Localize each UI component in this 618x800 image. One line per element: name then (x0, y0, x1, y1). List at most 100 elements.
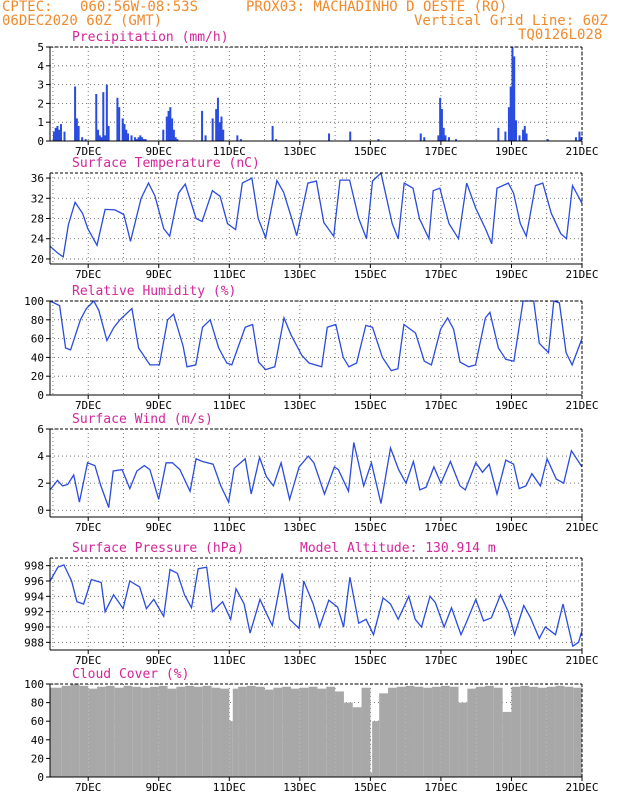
cloud-bar (529, 686, 538, 777)
y-tick-label: 0 (37, 135, 44, 148)
precip-bar (134, 137, 137, 141)
cloud-bar (449, 686, 459, 777)
precip-bar (95, 94, 98, 141)
x-tick-label: 17DEC (424, 145, 457, 158)
precip-bar (75, 118, 78, 141)
precip-bar (236, 135, 239, 141)
x-tick-label: 11DEC (213, 654, 246, 667)
x-tick-label: 9DEC (145, 781, 172, 794)
x-tick-label: 7DEC (75, 781, 102, 794)
chart-panel-2: Surface Temperature (nC) 20 24 28 32 36 7DEC 9D… (31, 156, 599, 281)
chart-title: Surface Wind (m/s) (72, 412, 213, 427)
y-tick-label: 20 (31, 370, 44, 383)
precip-bar (121, 118, 124, 141)
series-line (49, 171, 583, 259)
x-tick-label: 7DEC (75, 654, 102, 667)
precip-bar (139, 135, 142, 141)
cloud-bar (114, 687, 124, 777)
cloud-bar (423, 687, 433, 777)
cloud-bar (70, 684, 80, 777)
y-tick-label: 3 (37, 79, 44, 92)
cloud-bar (520, 685, 530, 777)
precip-bar (174, 137, 177, 141)
cloud-bar (573, 687, 582, 777)
precip-bar (580, 137, 583, 141)
cloud-bar (194, 686, 203, 777)
y-tick-label: 5 (37, 41, 44, 54)
x-tick-label: 13DEC (283, 654, 316, 667)
precip-bar (172, 129, 175, 141)
cloud-bar (141, 687, 150, 777)
x-tick-label: 17DEC (424, 521, 457, 534)
precip-bar (546, 139, 549, 141)
precip-bar (52, 131, 55, 141)
precip-bar (126, 133, 129, 141)
y-tick-label: 40 (31, 734, 44, 747)
y-tick-label: 80 (31, 697, 44, 710)
precip-bar (574, 137, 577, 141)
precip-bar (511, 47, 514, 141)
precip-bar (275, 139, 278, 141)
precip-bar (215, 109, 218, 141)
x-tick-label: 7DEC (75, 399, 102, 412)
precip-bar (59, 124, 62, 141)
cloud-bar (396, 686, 406, 777)
precip-bar (176, 139, 179, 141)
cloud-bar (372, 721, 380, 777)
y-tick-label: 28 (31, 213, 44, 226)
precip-bar (522, 129, 525, 141)
chart-title: Surface Pressure (hPa) (72, 541, 244, 556)
precip-bar (63, 131, 66, 141)
precip-bar (125, 129, 128, 141)
precip-bar (423, 137, 426, 141)
chart-title: Cloud Cover (%) (72, 667, 189, 682)
precip-bar (104, 135, 107, 141)
cloud-bar (79, 685, 89, 777)
y-tick-label: 100 (24, 678, 44, 691)
header-source: CPTEC: (2, 0, 53, 15)
chart-panel-4: Surface Wind (m/s) 0 2 4 6 7DEC 9DEC 11DEC 13DEC… (37, 412, 598, 534)
x-tick-label: 11DEC (213, 781, 246, 794)
cloud-bar (493, 687, 503, 777)
cloud-bar (255, 686, 265, 777)
series-line (49, 564, 583, 648)
y-tick-label: 990 (24, 621, 44, 634)
precip-bar (578, 131, 581, 141)
precip-bar (504, 131, 507, 141)
cloud-bar (308, 686, 318, 777)
precip-bar (328, 133, 331, 141)
precip-bar (167, 110, 170, 141)
precip-bar (271, 125, 274, 141)
y-tick-label: 0 (37, 771, 44, 784)
x-tick-label: 13DEC (283, 145, 316, 158)
precip-bar (514, 120, 517, 141)
chart-panel-1: Precipitation (mm/h) 0 1 2 3 4 5 7DEC 9DEC 11DEC 1… (37, 30, 598, 158)
x-tick-label: 19DEC (495, 399, 528, 412)
precip-bar (100, 137, 103, 141)
precip-bar (204, 135, 207, 141)
chart-panel-6: Cloud Cover (%) 0 20 40 60 80 100 7DEC 9DEC 11DEC… (24, 667, 598, 794)
precip-bar (118, 107, 121, 141)
precip-bar (349, 131, 352, 141)
x-tick-label: 19DEC (495, 654, 528, 667)
cloud-bar (132, 686, 142, 777)
y-tick-label: 40 (31, 351, 44, 364)
precip-bar (513, 56, 516, 141)
cloud-bar (232, 688, 239, 777)
chart-title: Relative Humidity (%) (72, 284, 236, 299)
cloud-bar (555, 685, 565, 777)
x-tick-label: 13DEC (283, 521, 316, 534)
x-tick-label: 17DEC (424, 781, 457, 794)
y-tick-label: 60 (31, 715, 44, 728)
y-tick-label: 996 (24, 575, 44, 588)
precip-bar (116, 97, 119, 141)
y-tick-label: 4 (37, 60, 44, 73)
cloud-bar (370, 772, 373, 777)
precip-bar (54, 127, 57, 141)
precip-bar (440, 109, 443, 141)
cloud-bar (149, 686, 159, 777)
cloud-bar (564, 686, 574, 777)
y-tick-label: 20 (31, 752, 44, 765)
precip-bar (81, 137, 84, 141)
